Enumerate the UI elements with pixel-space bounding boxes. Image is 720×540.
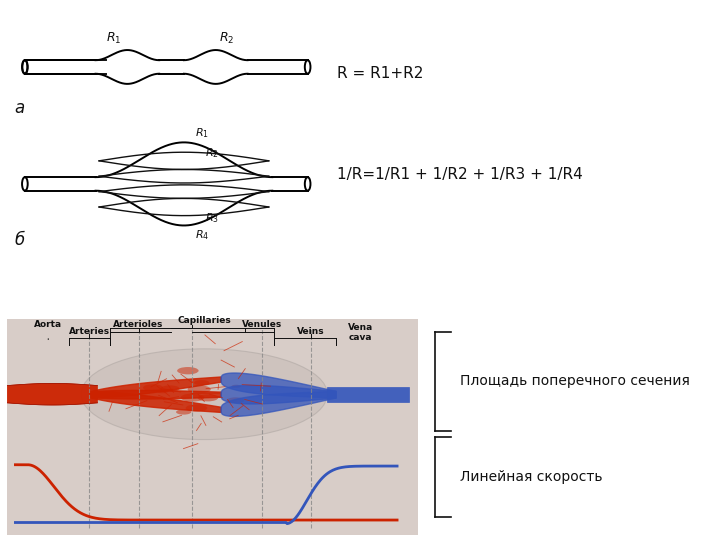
Polygon shape (7, 383, 97, 405)
Ellipse shape (227, 397, 244, 403)
Ellipse shape (231, 384, 241, 388)
Text: $R_3$: $R_3$ (205, 211, 219, 225)
Text: $R_2$: $R_2$ (219, 31, 234, 46)
Ellipse shape (197, 394, 218, 401)
Text: Venules: Venules (241, 320, 282, 329)
Polygon shape (328, 387, 410, 402)
Text: $R_4$: $R_4$ (194, 228, 209, 241)
Text: б: б (14, 232, 24, 249)
Text: $R_1$: $R_1$ (106, 31, 121, 46)
Text: $R_2$: $R_2$ (205, 146, 219, 160)
Text: Arterioles: Arterioles (113, 320, 163, 329)
Ellipse shape (186, 404, 207, 411)
Ellipse shape (176, 409, 192, 415)
Ellipse shape (194, 380, 210, 386)
Ellipse shape (181, 394, 204, 402)
Ellipse shape (188, 386, 211, 393)
Ellipse shape (143, 384, 163, 391)
Text: $R_1$: $R_1$ (194, 126, 209, 140)
Text: R = R1+R2: R = R1+R2 (337, 66, 423, 80)
Text: Arteries: Arteries (68, 327, 110, 336)
Text: 1/R=1/R1 + 1/R2 + 1/R3 + 1/R4: 1/R=1/R1 + 1/R2 + 1/R3 + 1/R4 (337, 167, 582, 182)
Text: Линейная скорость: Линейная скорость (460, 470, 603, 484)
Ellipse shape (157, 389, 168, 393)
Text: Veins: Veins (297, 327, 325, 336)
Text: Vena
cava: Vena cava (348, 323, 373, 342)
Text: а: а (14, 99, 24, 117)
Text: Площадь поперечного сечения: Площадь поперечного сечения (460, 374, 690, 388)
Ellipse shape (81, 349, 328, 440)
Ellipse shape (161, 386, 180, 392)
Text: Aorta: Aorta (34, 320, 63, 329)
Ellipse shape (177, 367, 199, 374)
Text: Capillaries: Capillaries (177, 316, 231, 325)
